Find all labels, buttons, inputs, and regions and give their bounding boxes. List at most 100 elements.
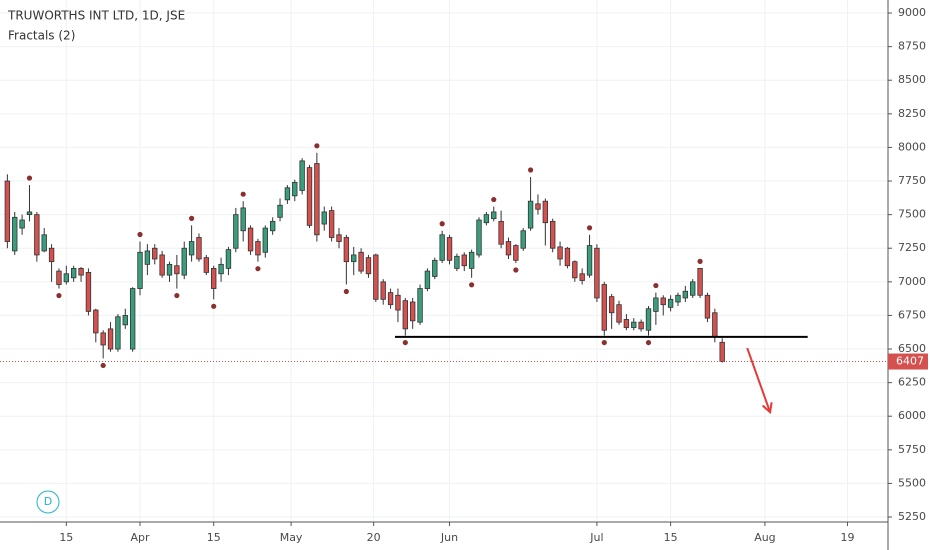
fractal-down xyxy=(513,267,519,273)
candle-body xyxy=(292,181,298,197)
y-tick-label: 7000 xyxy=(898,275,926,288)
fractal-up xyxy=(491,196,497,203)
y-tick-label: 8000 xyxy=(898,140,926,153)
candle-body xyxy=(616,304,622,323)
candle-body xyxy=(351,254,357,263)
fractal-up xyxy=(586,225,593,231)
candle-body xyxy=(26,211,33,216)
candle-body xyxy=(594,247,600,299)
candle-body xyxy=(122,315,128,326)
candle-body xyxy=(358,251,364,272)
y-tick-label: 6250 xyxy=(898,376,926,389)
candle-body xyxy=(240,207,246,232)
fractal-up xyxy=(439,221,445,227)
candle-body xyxy=(373,254,379,300)
candle-body xyxy=(306,167,313,226)
x-tick-label: 20 xyxy=(367,531,381,544)
candle-body xyxy=(653,297,659,312)
candle-body xyxy=(85,272,92,312)
candle-body xyxy=(542,200,549,224)
candle-body xyxy=(174,265,180,275)
candle-body xyxy=(572,261,578,279)
candle-body xyxy=(181,247,187,276)
x-tick-label: May xyxy=(280,531,303,544)
candle-body xyxy=(137,251,143,289)
candle-body xyxy=(19,219,25,229)
candle-body xyxy=(513,245,519,261)
candle-body xyxy=(78,267,84,276)
candle-body xyxy=(550,220,556,249)
candle-body xyxy=(424,270,431,289)
candle-body xyxy=(476,219,482,256)
candle-body xyxy=(682,290,689,299)
candle-body xyxy=(409,301,416,322)
candle-body xyxy=(557,246,563,260)
candle-body xyxy=(623,319,630,328)
candle-body xyxy=(402,300,408,330)
fractal-up xyxy=(137,231,143,238)
y-tick-label: 8750 xyxy=(898,40,926,53)
fractal-up xyxy=(527,167,534,173)
candle-body xyxy=(115,316,121,350)
candle-body xyxy=(395,294,401,311)
candle-body xyxy=(690,281,696,296)
candle-body xyxy=(71,267,77,279)
y-tick-label: 6000 xyxy=(898,409,926,422)
plot xyxy=(4,143,725,369)
y-tick-label: 9000 xyxy=(898,6,926,19)
y-tick-label: 7250 xyxy=(898,241,926,254)
arrow-head xyxy=(761,402,773,415)
x-tick-label: 15 xyxy=(664,531,678,544)
badge-circle[interactable] xyxy=(36,490,60,514)
candle-body xyxy=(12,216,18,252)
candle-body xyxy=(262,227,268,253)
candle-body xyxy=(697,267,703,296)
candle-body xyxy=(667,298,674,308)
candle-body xyxy=(527,200,534,229)
candle-body xyxy=(188,241,195,256)
candle-body xyxy=(284,187,291,201)
y-tick-label: 6500 xyxy=(898,342,926,355)
y-tick-label: 6750 xyxy=(898,308,926,321)
fractal-down xyxy=(255,266,261,272)
candle-body xyxy=(446,237,453,261)
badge[interactable]: D xyxy=(44,495,52,508)
candle-body xyxy=(579,273,585,281)
candle-body xyxy=(107,328,114,350)
candle-body xyxy=(660,297,666,306)
fractal-down xyxy=(402,339,408,346)
fractal-up xyxy=(240,191,246,197)
candle-body xyxy=(211,267,217,289)
candle-body xyxy=(586,245,593,276)
candle-body xyxy=(63,273,70,283)
candle-body xyxy=(564,247,571,267)
fractal-up xyxy=(653,282,659,289)
x-tick-label: Apr xyxy=(131,531,151,544)
candle-body xyxy=(34,214,40,256)
last-price-box xyxy=(888,353,928,370)
candle-body xyxy=(336,234,342,242)
candle-body xyxy=(4,180,11,242)
candle-body xyxy=(41,234,47,252)
candle-body xyxy=(608,296,615,314)
candle-body xyxy=(365,257,372,275)
indicator-label: Fractals (2) xyxy=(8,29,75,43)
candle-body xyxy=(505,241,512,256)
candle-body xyxy=(439,234,445,261)
candle-body xyxy=(719,341,725,362)
candle-body xyxy=(417,288,423,323)
x-tick-label: Jul xyxy=(589,531,603,544)
candle-body xyxy=(100,332,106,346)
candle-body xyxy=(645,308,652,331)
candle-body xyxy=(535,203,541,210)
x-tick-label: Jun xyxy=(440,531,458,544)
candle-body xyxy=(203,257,210,273)
candle-body xyxy=(299,160,305,191)
candle-body xyxy=(638,321,644,330)
candle-body xyxy=(631,321,637,328)
candle-body xyxy=(454,255,460,269)
candle-body xyxy=(483,214,490,224)
